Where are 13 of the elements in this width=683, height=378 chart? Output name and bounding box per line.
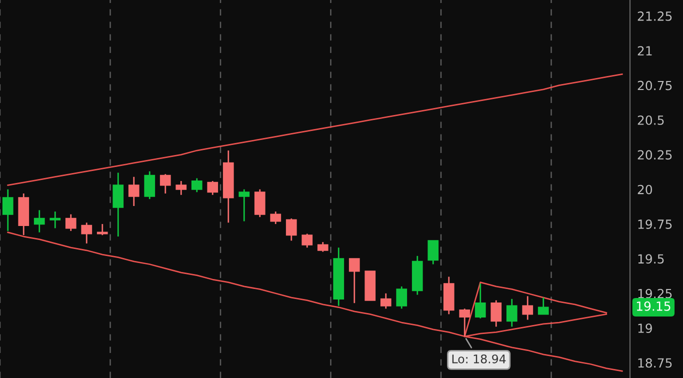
annotation: Lo: 18.94 [452, 354, 506, 364]
y-tick-label: 19.5 [638, 254, 664, 264]
y-tick-label: 19.25 [638, 288, 672, 298]
y-tick-label: 19 [638, 324, 652, 333]
y-tick-label: 21.25 [638, 11, 672, 21]
y-tick-label: 20.75 [638, 80, 672, 90]
y-tick-label: 20.25 [638, 150, 672, 160]
text: 19.15 [636, 301, 670, 311]
y-tick-label: 20.5 [638, 115, 664, 125]
y-tick-label: 21 [638, 46, 652, 56]
y-tick-label: 19.75 [638, 219, 672, 229]
y-tick-label: 18.75 [638, 358, 672, 368]
y-tick-label: 20 [638, 184, 652, 194]
